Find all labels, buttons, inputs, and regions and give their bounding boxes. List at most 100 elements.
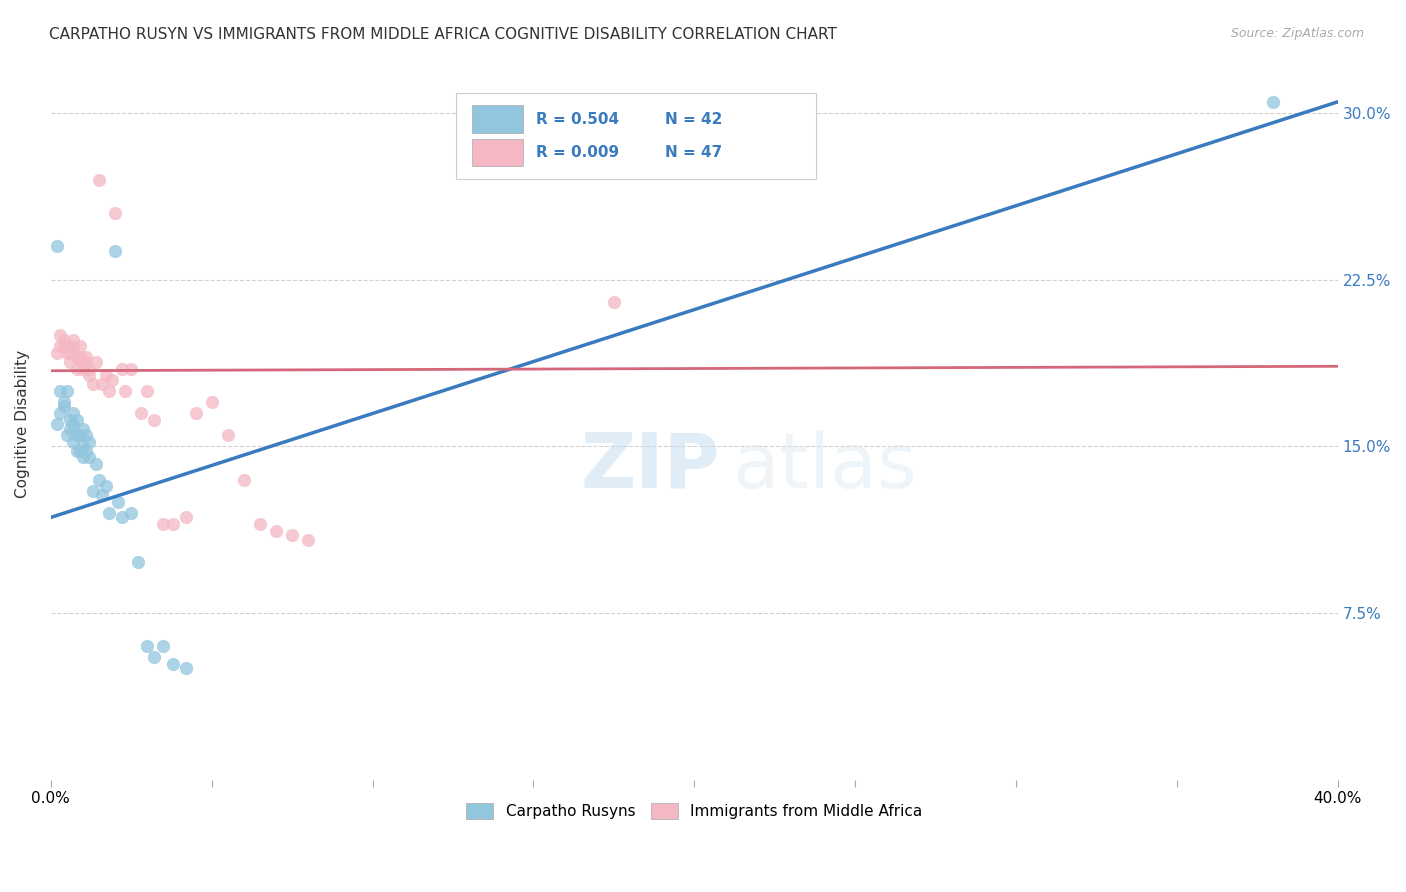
Text: Source: ZipAtlas.com: Source: ZipAtlas.com bbox=[1230, 27, 1364, 40]
FancyBboxPatch shape bbox=[471, 139, 523, 166]
Point bbox=[91, 377, 114, 392]
Point bbox=[69, 351, 91, 365]
Point bbox=[65, 351, 87, 365]
FancyBboxPatch shape bbox=[471, 105, 523, 133]
Point bbox=[75, 443, 97, 458]
Point bbox=[281, 528, 304, 542]
Point bbox=[49, 384, 72, 398]
Point bbox=[65, 412, 87, 426]
Y-axis label: Cognitive Disability: Cognitive Disability bbox=[15, 350, 30, 498]
Point bbox=[65, 443, 87, 458]
Point bbox=[46, 417, 69, 431]
Point bbox=[184, 406, 207, 420]
Point bbox=[62, 434, 84, 449]
Point bbox=[120, 361, 142, 376]
Point bbox=[62, 406, 84, 420]
Point bbox=[72, 439, 94, 453]
Point bbox=[52, 339, 75, 353]
Point bbox=[107, 495, 129, 509]
Point bbox=[79, 450, 101, 465]
Text: N = 42: N = 42 bbox=[665, 112, 723, 127]
Point bbox=[82, 377, 104, 392]
Point bbox=[174, 661, 197, 675]
Point bbox=[114, 384, 136, 398]
Point bbox=[72, 450, 94, 465]
Point bbox=[75, 355, 97, 369]
Point bbox=[603, 294, 626, 309]
Point bbox=[136, 640, 159, 654]
Point bbox=[69, 443, 91, 458]
Point bbox=[94, 368, 117, 383]
Point bbox=[79, 361, 101, 376]
Point bbox=[56, 428, 79, 442]
Point bbox=[162, 517, 184, 532]
Point bbox=[52, 399, 75, 413]
Text: atlas: atlas bbox=[733, 430, 918, 504]
Point bbox=[129, 406, 152, 420]
Point bbox=[72, 421, 94, 435]
Point bbox=[152, 517, 174, 532]
Point bbox=[65, 361, 87, 376]
Point bbox=[174, 510, 197, 524]
Point bbox=[249, 517, 271, 532]
Point bbox=[72, 355, 94, 369]
Point bbox=[120, 506, 142, 520]
Point bbox=[69, 428, 91, 442]
Text: N = 47: N = 47 bbox=[665, 145, 721, 160]
Point bbox=[110, 510, 132, 524]
Point bbox=[56, 339, 79, 353]
Point bbox=[104, 206, 127, 220]
Point bbox=[62, 339, 84, 353]
Point bbox=[75, 428, 97, 442]
Point bbox=[56, 384, 79, 398]
Text: R = 0.009: R = 0.009 bbox=[536, 145, 619, 160]
Text: CARPATHO RUSYN VS IMMIGRANTS FROM MIDDLE AFRICA COGNITIVE DISABILITY CORRELATION: CARPATHO RUSYN VS IMMIGRANTS FROM MIDDLE… bbox=[49, 27, 837, 42]
Point bbox=[87, 473, 110, 487]
Point bbox=[84, 355, 107, 369]
FancyBboxPatch shape bbox=[456, 94, 817, 178]
Point bbox=[79, 434, 101, 449]
Point bbox=[72, 361, 94, 376]
Point bbox=[62, 333, 84, 347]
Point bbox=[82, 483, 104, 498]
Point bbox=[59, 421, 82, 435]
Text: ZIP: ZIP bbox=[581, 430, 720, 504]
Point bbox=[52, 333, 75, 347]
Point bbox=[162, 657, 184, 671]
Point bbox=[46, 239, 69, 253]
Point bbox=[59, 412, 82, 426]
Point bbox=[79, 368, 101, 383]
Point bbox=[201, 394, 224, 409]
Point bbox=[62, 417, 84, 431]
Point bbox=[97, 506, 120, 520]
Point bbox=[84, 457, 107, 471]
Point bbox=[101, 373, 124, 387]
Point bbox=[264, 524, 287, 538]
Point bbox=[65, 428, 87, 442]
Point bbox=[91, 488, 114, 502]
Point bbox=[49, 339, 72, 353]
Point bbox=[59, 346, 82, 360]
Point bbox=[87, 172, 110, 186]
Point bbox=[46, 346, 69, 360]
Point bbox=[127, 555, 149, 569]
Point bbox=[75, 351, 97, 365]
Point bbox=[97, 384, 120, 398]
Point bbox=[52, 394, 75, 409]
Point bbox=[217, 428, 239, 442]
Text: R = 0.504: R = 0.504 bbox=[536, 112, 619, 127]
Point bbox=[59, 355, 82, 369]
Point bbox=[49, 406, 72, 420]
Point bbox=[69, 339, 91, 353]
Legend: Carpatho Rusyns, Immigrants from Middle Africa: Carpatho Rusyns, Immigrants from Middle … bbox=[460, 797, 928, 825]
Point bbox=[152, 640, 174, 654]
Point bbox=[136, 384, 159, 398]
Point bbox=[142, 650, 165, 665]
Point bbox=[297, 533, 319, 547]
Point bbox=[142, 412, 165, 426]
Point bbox=[110, 361, 132, 376]
Point bbox=[104, 244, 127, 258]
Point bbox=[49, 328, 72, 343]
Point bbox=[1263, 95, 1285, 109]
Point bbox=[56, 346, 79, 360]
